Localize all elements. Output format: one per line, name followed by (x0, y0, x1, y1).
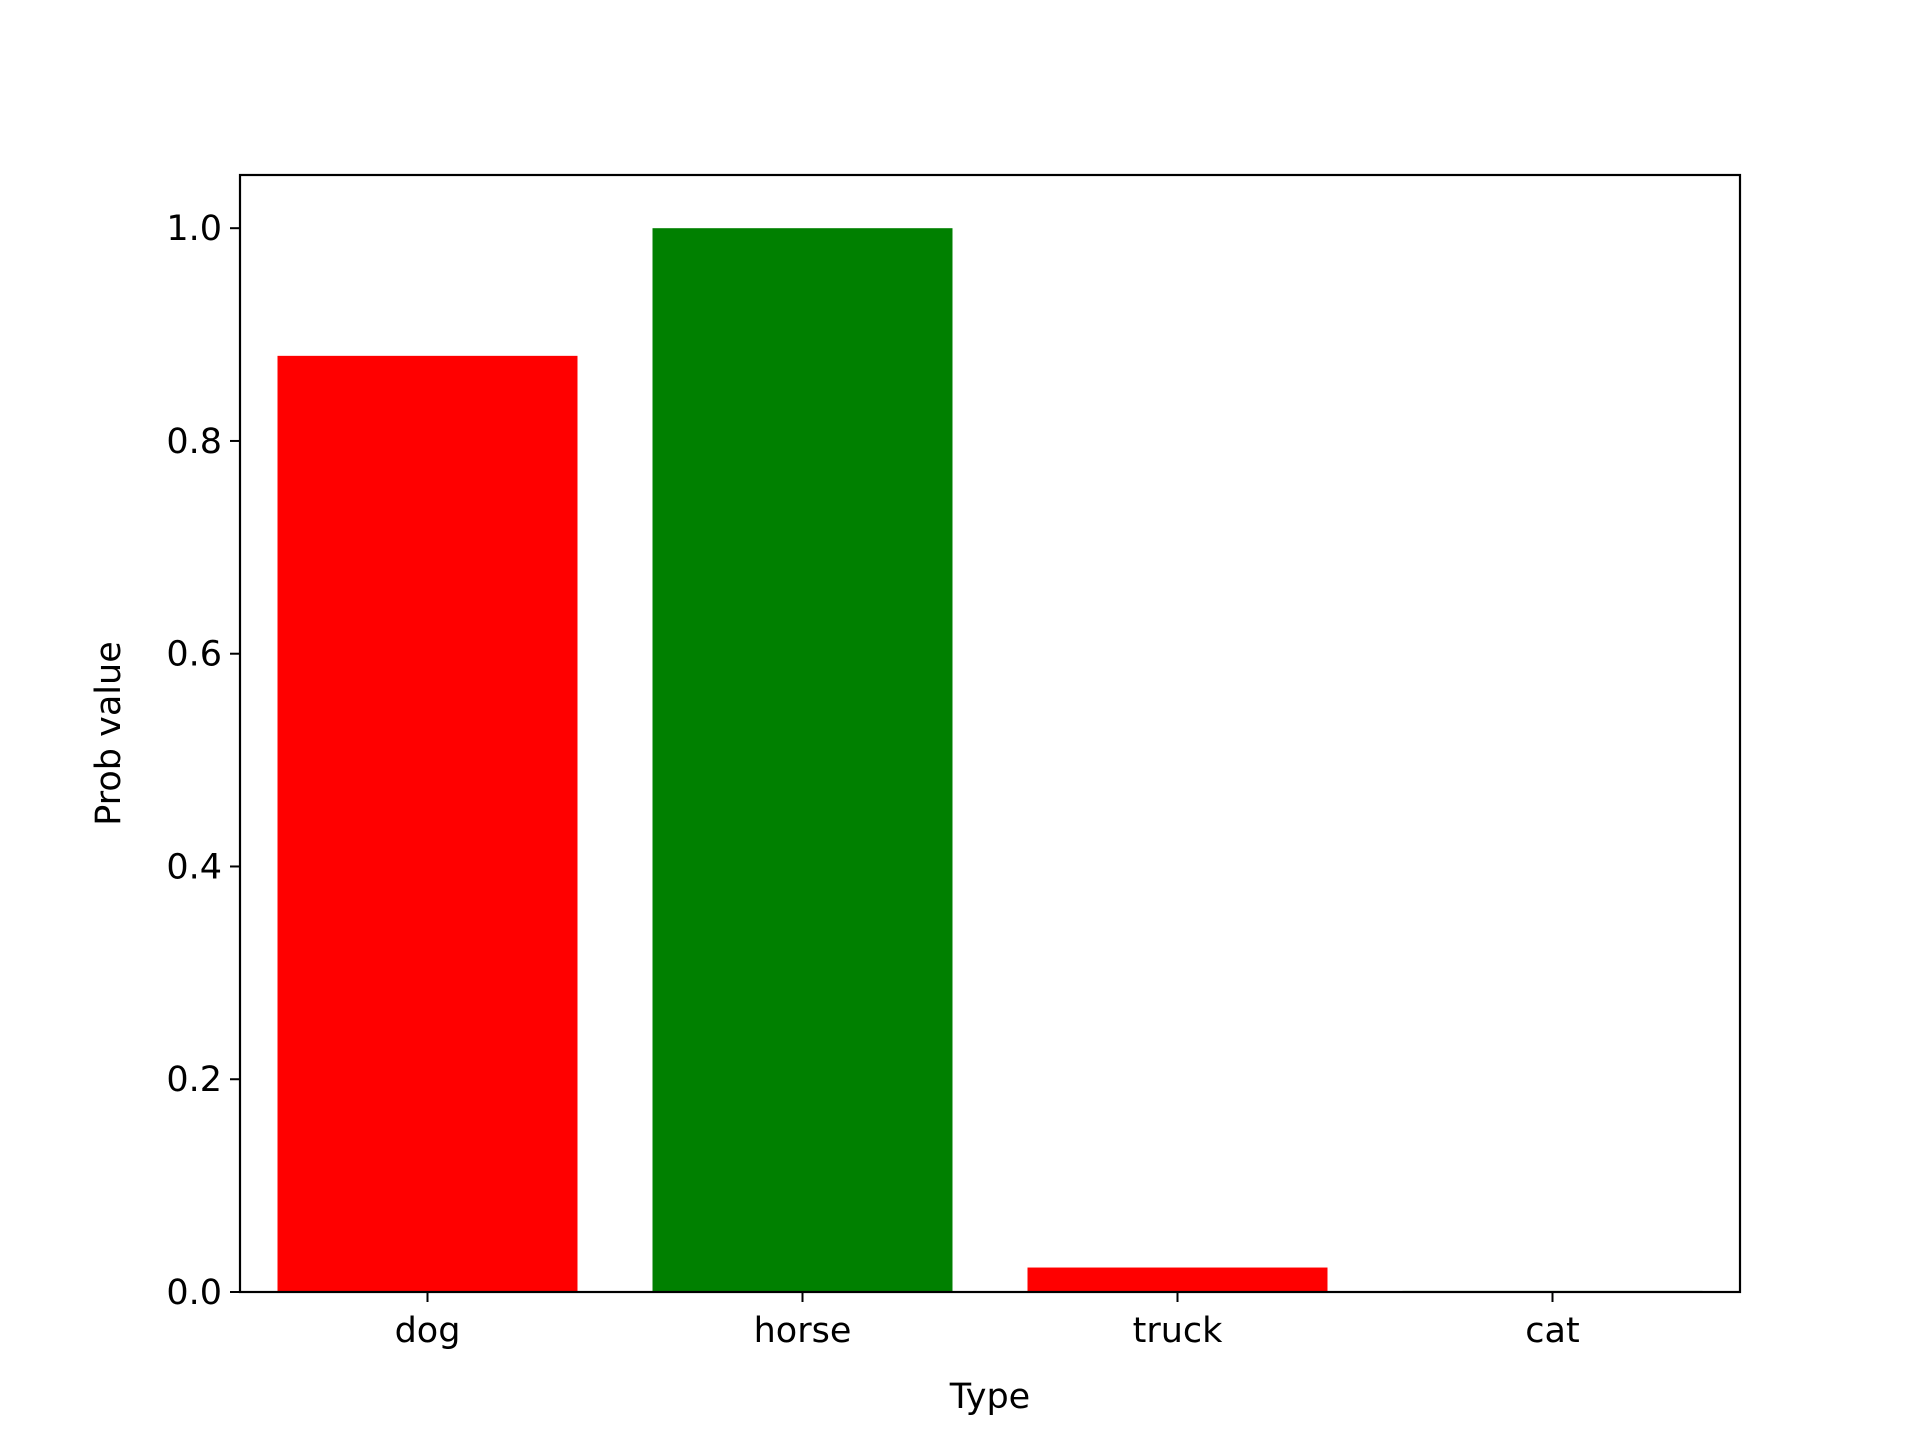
bars-layer (277, 228, 1703, 1293)
x-tick-label: horse (754, 1311, 852, 1351)
x-axis-label: Type (949, 1377, 1030, 1417)
x-tick-label: truck (1133, 1311, 1224, 1351)
y-tick-label: 0.0 (166, 1273, 222, 1313)
x-axis-ticks: dog horse truck cat (395, 1292, 1580, 1351)
bar-truck (1027, 1267, 1328, 1292)
bar-horse (652, 228, 953, 1293)
y-tick-label: 1.0 (166, 209, 222, 249)
plot-frame (238, 173, 1742, 1294)
y-tick-label: 0.6 (166, 635, 222, 675)
y-tick-label: 0.4 (166, 847, 222, 887)
y-axis-ticks: 0.0 0.2 0.4 0.6 0.8 1.0 (166, 209, 240, 1313)
y-axis-label: Prob value (89, 641, 129, 825)
x-tick-label: cat (1525, 1311, 1579, 1351)
x-tick-label: dog (395, 1311, 461, 1351)
y-tick-label: 0.8 (166, 422, 222, 462)
bar-dog (277, 355, 578, 1292)
y-tick-label: 0.2 (166, 1060, 222, 1100)
